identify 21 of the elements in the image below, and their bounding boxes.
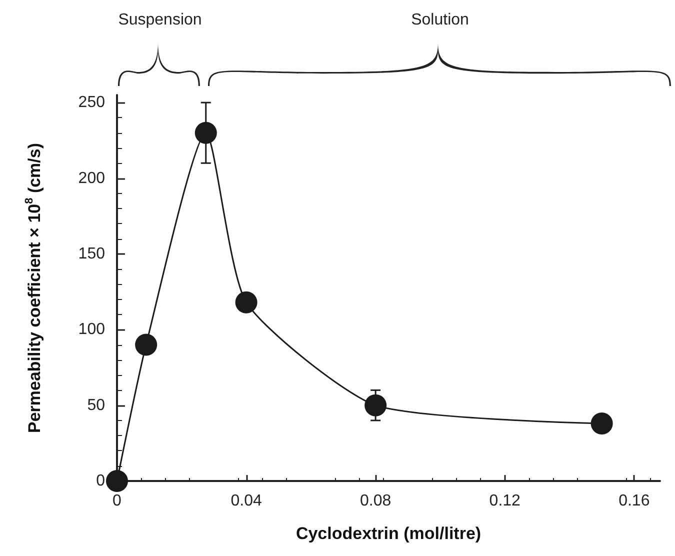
point <box>235 291 258 314</box>
x-tick-label: 0.08 <box>360 492 392 510</box>
text: Suspension <box>118 12 202 28</box>
text: Solution <box>411 12 469 28</box>
point <box>106 470 128 492</box>
point <box>194 122 217 144</box>
y-tick-label: 0 <box>96 472 106 490</box>
point <box>364 394 387 416</box>
x-tick-label: 0.16 <box>618 492 650 510</box>
y-tick-label: 100 <box>78 321 106 338</box>
x-tick-label: 0 <box>112 492 122 510</box>
point <box>590 412 613 434</box>
y-tick-label: 50 <box>87 396 106 414</box>
y-axis-title: Permeability coefficient × 108 (cm/s) <box>24 142 44 434</box>
y-tick-label: 200 <box>78 170 106 187</box>
x-tick-label: 0.04 <box>230 492 262 510</box>
y-tick-label: 150 <box>78 245 106 262</box>
point <box>135 334 158 356</box>
x-axis-title: Cyclodextrin (mol/litre) <box>296 524 482 543</box>
y-tick-label: 250 <box>78 94 106 112</box>
x-tick-label: 0.12 <box>489 492 521 510</box>
